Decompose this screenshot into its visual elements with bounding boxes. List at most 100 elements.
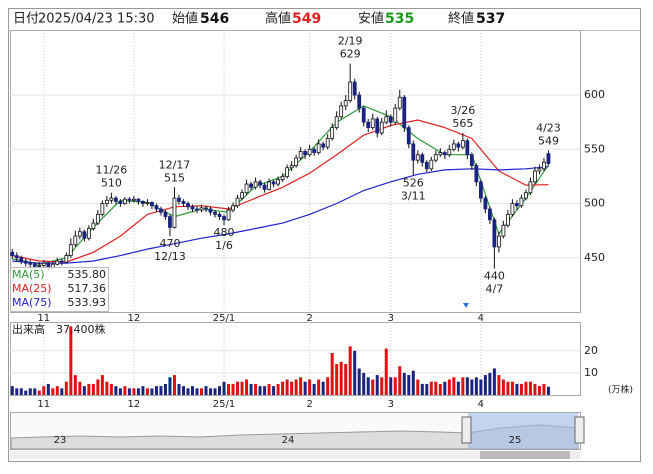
volume-bar bbox=[429, 381, 433, 395]
candle-body bbox=[258, 181, 262, 186]
candle-body bbox=[294, 157, 299, 166]
volume-bar bbox=[285, 379, 289, 395]
volume-bar bbox=[312, 383, 316, 395]
candle-body bbox=[28, 262, 33, 265]
volume-bar bbox=[528, 381, 532, 395]
volume-bar bbox=[335, 364, 339, 395]
volume-bar bbox=[33, 388, 37, 395]
volume-bar bbox=[87, 383, 91, 395]
volume-bar bbox=[91, 383, 95, 395]
candle-body bbox=[528, 181, 533, 194]
x-tick-label: 25/1 bbox=[213, 313, 235, 324]
scroll-thumb[interactable] bbox=[480, 451, 570, 459]
legend-label: MA(25) bbox=[12, 282, 52, 295]
legend-box bbox=[10, 267, 109, 312]
volume-bar bbox=[276, 383, 280, 395]
volume-bar bbox=[163, 383, 167, 395]
candle-body bbox=[172, 197, 177, 228]
candle-body bbox=[379, 121, 384, 134]
candle-body bbox=[533, 170, 537, 183]
candle-body bbox=[86, 228, 91, 239]
y-tick-label: 550 bbox=[584, 142, 605, 155]
header-label: 始値 bbox=[172, 11, 198, 27]
scrollbar[interactable] bbox=[10, 451, 580, 459]
navigator-handle[interactable] bbox=[461, 416, 472, 444]
header-label: 日付 bbox=[13, 12, 39, 27]
candle-body bbox=[55, 260, 60, 265]
volume-current: 37,400株 bbox=[56, 322, 106, 336]
candle-body bbox=[519, 197, 524, 207]
volume-bar bbox=[263, 386, 267, 395]
candle-body bbox=[154, 205, 159, 210]
legend-value: 517.36 bbox=[68, 282, 107, 295]
candle-body bbox=[100, 203, 105, 215]
volume-bar bbox=[339, 361, 343, 395]
candle-body bbox=[393, 107, 398, 123]
volume-bar bbox=[411, 370, 415, 395]
candle-body bbox=[397, 96, 402, 109]
volume-bar bbox=[209, 388, 213, 395]
candle-body bbox=[303, 151, 308, 156]
volume-bar bbox=[136, 388, 140, 395]
volume-bar bbox=[492, 368, 496, 395]
candle-body bbox=[537, 168, 542, 172]
volume-bar bbox=[258, 386, 262, 395]
volume-bar bbox=[222, 381, 226, 395]
volume-bar bbox=[123, 386, 127, 395]
candle-body bbox=[546, 153, 551, 164]
candle-body bbox=[388, 116, 393, 123]
candle-body bbox=[524, 192, 528, 199]
volume-bar bbox=[308, 379, 312, 395]
volume-bar bbox=[456, 381, 460, 395]
candle-body bbox=[195, 208, 199, 211]
volume-bar bbox=[398, 366, 402, 395]
annotation-date: 3/26 bbox=[450, 104, 475, 117]
navigator-handle[interactable] bbox=[574, 416, 585, 444]
candle-body bbox=[240, 192, 244, 199]
candle-body bbox=[150, 202, 154, 207]
ma-line bbox=[12, 166, 549, 264]
candle-body bbox=[46, 262, 51, 268]
volume-panel bbox=[10, 322, 581, 396]
x-tick-label: 2 bbox=[306, 399, 312, 410]
volume-bar bbox=[299, 377, 303, 395]
volume-bar bbox=[497, 375, 501, 395]
marker bbox=[463, 303, 469, 308]
annotation-price: 526 bbox=[403, 176, 424, 189]
candle-body bbox=[366, 121, 371, 129]
candle-body bbox=[447, 148, 452, 156]
volume-bar bbox=[348, 346, 352, 395]
candle-body bbox=[59, 260, 64, 263]
candle-body bbox=[370, 118, 375, 129]
volume-bar bbox=[303, 381, 307, 395]
candle-body bbox=[213, 211, 217, 215]
candle-body bbox=[91, 222, 96, 229]
y-tick-label: 600 bbox=[584, 88, 605, 101]
volume-bar bbox=[402, 372, 406, 395]
volume-bar bbox=[470, 379, 474, 395]
candle-body bbox=[420, 154, 425, 163]
candle-body bbox=[226, 209, 231, 221]
volume-bar bbox=[465, 377, 469, 395]
candle-body bbox=[321, 143, 326, 148]
candle-body bbox=[361, 107, 366, 123]
candle-body bbox=[384, 116, 389, 123]
navigator-label: 23 bbox=[54, 435, 67, 446]
volume-bar bbox=[118, 388, 122, 395]
candle-body bbox=[23, 260, 28, 264]
candle-body bbox=[510, 203, 515, 215]
candle-body bbox=[73, 235, 78, 246]
volume-bar bbox=[231, 383, 235, 395]
candle-body bbox=[186, 203, 190, 208]
navigator-selection[interactable] bbox=[468, 413, 578, 449]
candle-body bbox=[375, 118, 380, 134]
candle-body bbox=[204, 207, 208, 210]
x-tick-label: 2 bbox=[306, 313, 312, 324]
volume-bar bbox=[114, 386, 118, 395]
volume-bar bbox=[181, 386, 185, 395]
volume-bar bbox=[510, 381, 514, 395]
candle-body bbox=[235, 197, 240, 207]
legend-value: 535.80 bbox=[68, 268, 107, 281]
volume-bar bbox=[159, 386, 163, 395]
candle-body bbox=[330, 127, 335, 139]
